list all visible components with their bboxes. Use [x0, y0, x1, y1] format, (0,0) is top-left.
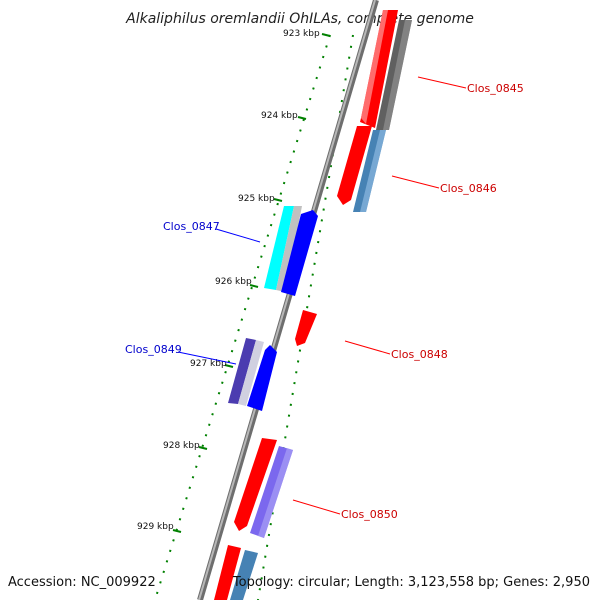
gene-label-text: Clos_0848: [391, 348, 448, 361]
gene-label-clos-0845[interactable]: Clos_0845: [417, 76, 524, 95]
tick-923: [321, 33, 331, 37]
gene-label-clos-0846[interactable]: Clos_0846: [391, 175, 497, 195]
gene-label-text: Clos_0849: [125, 343, 182, 356]
gene-clos-0849[interactable]: [228, 338, 277, 411]
kbp-ticks: [172, 33, 331, 533]
tick-925: [273, 198, 283, 202]
gene-clos-0846[interactable]: [337, 126, 386, 212]
genome-backbone: [197, 0, 379, 600]
kbp-label: 925 kbp: [238, 194, 275, 204]
map-title: Alkaliphilus oremlandii OhILAs, complete…: [125, 11, 474, 27]
gene-label-clos-0848[interactable]: Clos_0848: [344, 340, 448, 361]
gene-label-clos-0849[interactable]: Clos_0849: [125, 343, 237, 365]
gene-label-text: Clos_0847: [163, 220, 220, 233]
tick-929: [172, 529, 182, 533]
kbp-label: 928 kbp: [163, 441, 200, 451]
gene-label-text: Clos_0850: [341, 508, 398, 521]
tick-928: [198, 446, 208, 450]
gene-label-clos-0847[interactable]: Clos_0847: [163, 220, 261, 243]
kbp-label: 924 kbp: [261, 111, 298, 121]
gene-clos-0847[interactable]: [264, 206, 318, 296]
tick-927: [224, 364, 234, 368]
gene-clos-0848[interactable]: [295, 310, 317, 346]
gene-bottom-pair[interactable]: [214, 545, 258, 600]
gene-label-clos-0850[interactable]: Clos_0850: [292, 499, 398, 521]
gene-label-text: Clos_0846: [440, 182, 497, 195]
gene-clos-0845[interactable]: [360, 10, 412, 130]
tick-924: [297, 116, 307, 120]
kbp-labels: 923 kbp 924 kbp 925 kbp 926 kbp 927 kbp …: [137, 29, 320, 532]
kbp-label: 929 kbp: [137, 522, 174, 532]
kbp-label: 923 kbp: [283, 29, 320, 39]
topology-text: Topology: circular; Length: 3,123,558 bp…: [232, 575, 590, 590]
kbp-label: 926 kbp: [215, 277, 252, 287]
tick-926: [249, 284, 259, 288]
kbp-label: 927 kbp: [190, 359, 227, 369]
gene-label-text: Clos_0845: [467, 82, 524, 95]
gene-clos-0850[interactable]: [234, 438, 293, 538]
accession-text: Accession: NC_009922: [8, 575, 156, 590]
